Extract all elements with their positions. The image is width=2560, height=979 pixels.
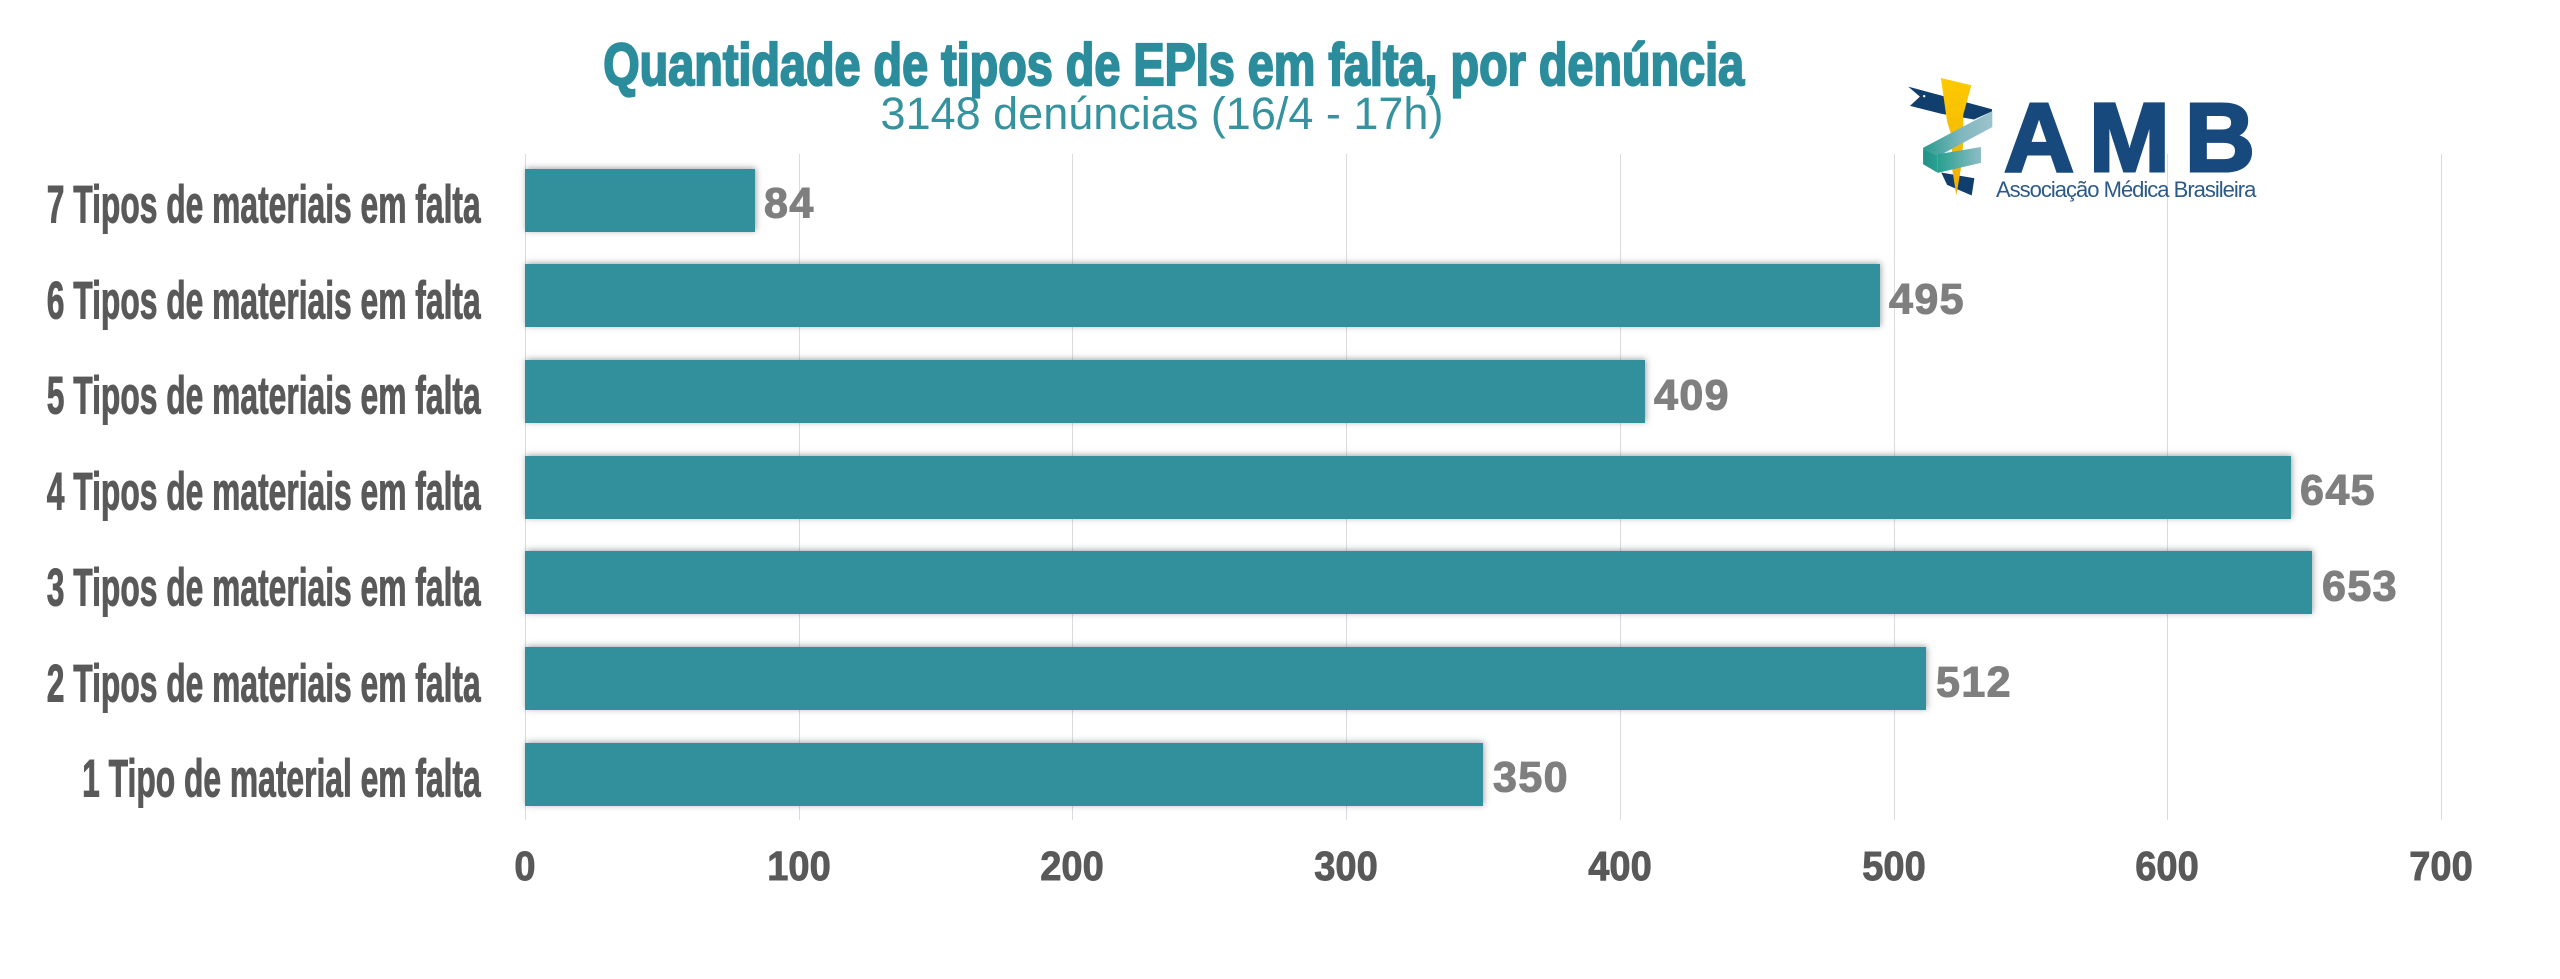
svg-text:AMB: AMB (2004, 83, 2270, 192)
svg-text:Associação Médica Brasileira: Associação Médica Brasileira (1996, 177, 2257, 202)
